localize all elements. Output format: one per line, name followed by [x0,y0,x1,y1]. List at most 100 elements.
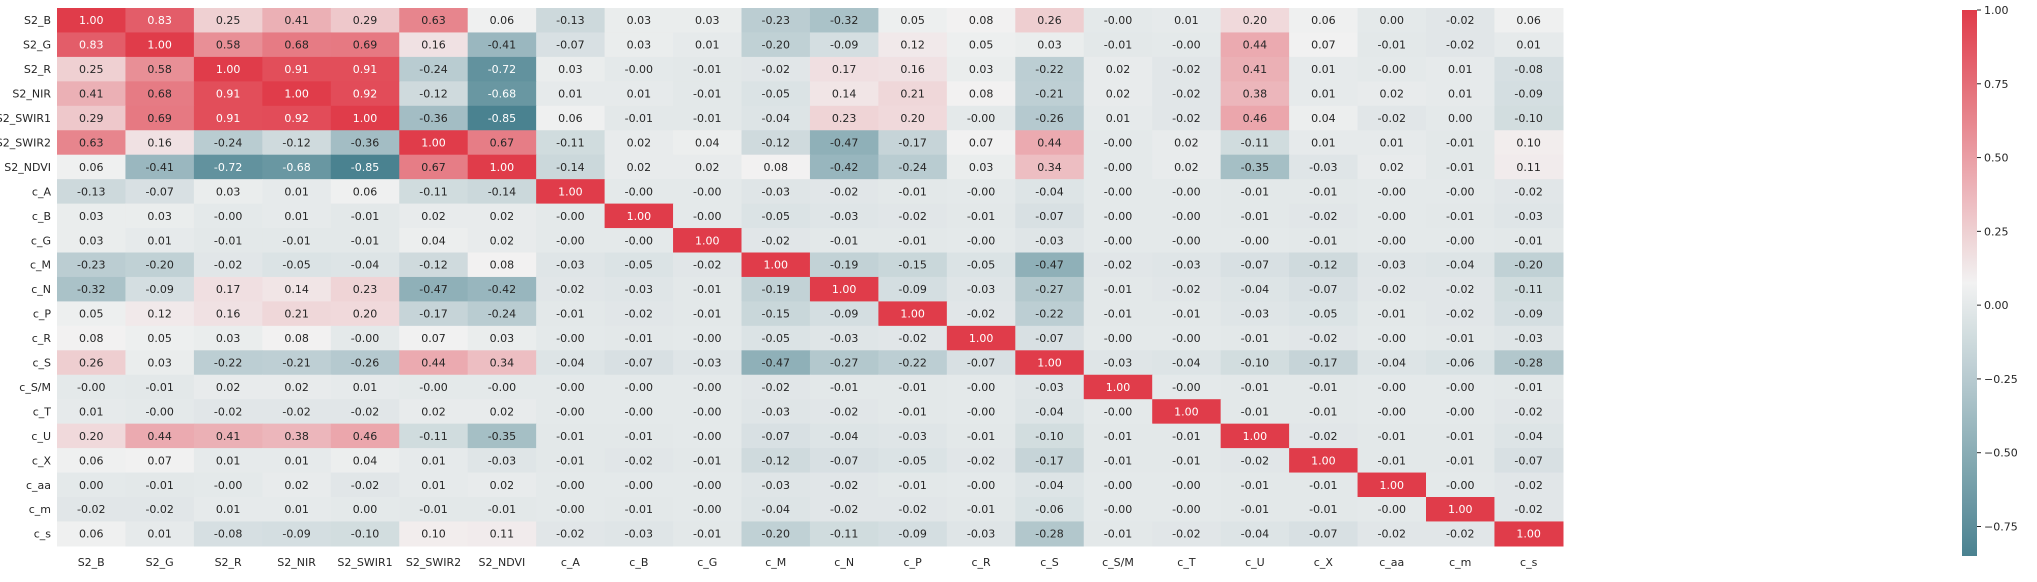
heatmap-cell [467,81,537,107]
heatmap-cell-value: 0.02 [490,405,515,418]
heatmap-cell [1220,472,1290,498]
heatmap-cell [1494,325,1564,351]
heatmap-cell-value: 0.03 [627,39,652,52]
heatmap-cell-value: -0.02 [1309,210,1337,223]
heatmap-cell-value: 0.26 [1037,14,1062,27]
heatmap-cell-value: 0.44 [1037,136,1062,149]
heatmap-cell-value: -0.01 [898,405,926,418]
heatmap-cell [125,32,195,58]
heatmap-cell-value: -0.02 [1446,308,1474,321]
heatmap-cell-value: -0.00 [556,210,584,223]
heatmap-cell [809,252,879,278]
heatmap-cell-value: 0.03 [147,357,172,370]
heatmap-cell-value: -0.01 [1514,234,1542,247]
heatmap-cell [1494,130,1564,156]
heatmap-cell-value: -0.35 [488,430,516,443]
heatmap-cell [1426,130,1496,156]
heatmap-cell [946,374,1016,400]
heatmap-cell-value: -0.10 [1514,112,1542,125]
heatmap-cell-value: -0.01 [1241,405,1269,418]
heatmap-cell-value: -0.01 [1446,454,1474,467]
heatmap-cell [809,228,879,254]
heatmap-cell-value: -0.00 [1172,210,1200,223]
heatmap-cell [878,228,948,254]
heatmap-cell [604,374,674,400]
row-label: S2_SWIR1 [0,112,51,125]
heatmap-cell [946,130,1016,156]
heatmap-cell [193,301,263,327]
heatmap-cell-value: -0.36 [419,112,447,125]
heatmap-cell [604,276,674,302]
heatmap-cell [604,521,674,547]
heatmap-cell-value: -0.01 [898,234,926,247]
heatmap-cell-value: -0.02 [1514,503,1542,516]
heatmap-cell-value: -0.32 [77,283,105,296]
heatmap-cell [1357,154,1427,180]
heatmap-cell [1083,423,1153,449]
heatmap-cell-value: 0.01 [1380,136,1405,149]
heatmap-cell [330,325,400,351]
heatmap-cell [1220,203,1290,229]
heatmap-cell-value: -0.07 [1514,454,1542,467]
heatmap-cell [878,276,948,302]
heatmap-cell [536,32,606,58]
heatmap-cell [125,350,195,376]
heatmap-cell-value: 1.00 [763,259,788,272]
heatmap-cell [57,179,127,205]
heatmap-cell [262,130,332,156]
heatmap-cell [673,81,743,107]
heatmap-cell-value: 1.00 [627,210,652,223]
heatmap-cell [399,350,469,376]
heatmap-cell-value: 0.91 [353,63,378,76]
heatmap-cell-value: -0.01 [351,234,379,247]
heatmap-cell [399,154,469,180]
colorbar-tick-label: 0.50 [1984,152,2009,165]
heatmap-cell-value: 0.20 [1243,14,1268,27]
heatmap-cell [604,228,674,254]
heatmap-cell [330,423,400,449]
heatmap-cell [946,301,1016,327]
heatmap-cell [673,301,743,327]
heatmap-cell-value: -0.00 [693,210,721,223]
heatmap-cell-value: -0.02 [214,405,242,418]
heatmap-cell-value: 0.58 [147,63,172,76]
heatmap-cell-value: -0.00 [556,332,584,345]
heatmap-cell-value: -0.09 [1514,88,1542,101]
heatmap-cell-value: -0.35 [1241,161,1269,174]
row-label: S2_NDVI [4,161,51,174]
heatmap-cell-value: -0.04 [1035,479,1063,492]
heatmap-cell [878,130,948,156]
heatmap-cell-value: 0.04 [1311,112,1336,125]
heatmap-cell-value: 0.02 [627,136,652,149]
heatmap-cell-value: -0.00 [556,234,584,247]
heatmap-cell [1220,497,1290,523]
heatmap-cell-value: 0.29 [79,112,104,125]
heatmap-cell [1289,56,1359,82]
heatmap-cell [1494,472,1564,498]
heatmap-cell-value: 1.00 [1311,454,1336,467]
heatmap-cell-value: 0.46 [353,430,378,443]
heatmap-cell [193,399,263,425]
heatmap-cell [57,203,127,229]
heatmap-cell [1357,32,1427,58]
heatmap-cell-value: 0.01 [627,88,652,101]
heatmap-cell [57,521,127,547]
heatmap-cell [125,130,195,156]
heatmap-cell [193,32,263,58]
heatmap-cell-value: 0.10 [421,528,446,541]
heatmap-cell [809,521,879,547]
heatmap-cell-value: 0.68 [147,88,172,101]
heatmap-cell-value: 0.41 [284,14,309,27]
heatmap-cell-value: 0.92 [284,112,309,125]
heatmap-cell [1152,423,1222,449]
heatmap-cell [330,130,400,156]
heatmap-cell-value: 0.02 [695,161,720,174]
row-label: c_P [33,308,52,321]
heatmap-cell [193,130,263,156]
heatmap-cell-value: 0.06 [490,14,515,27]
heatmap-cell [1220,154,1290,180]
heatmap-cell [262,276,332,302]
heatmap-cell-value: 0.02 [1174,136,1199,149]
heatmap-cell [1494,497,1564,523]
heatmap-cell [57,252,127,278]
